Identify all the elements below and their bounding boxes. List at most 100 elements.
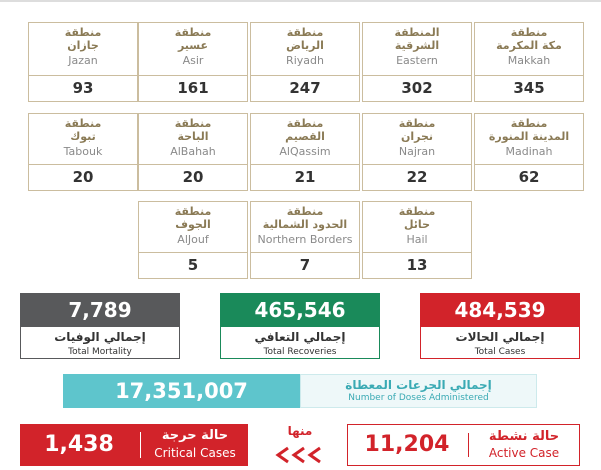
region-value: 161 (139, 75, 247, 101)
critical-box: 1,438 حالة حرجة Critical Cases (20, 424, 248, 466)
region-value: 7 (251, 252, 359, 278)
region-card: منطقة حائل Hail 13 (362, 201, 472, 279)
region-prefix: منطقة (286, 117, 324, 130)
region-value: 302 (363, 75, 471, 101)
region-name-en: Makkah (507, 54, 551, 67)
region-value: 20 (29, 164, 137, 190)
region-prefix: منطقة (174, 26, 212, 39)
region-name: نجران (400, 130, 434, 143)
region-name: الجوف (175, 218, 211, 231)
region-name: جازان (67, 39, 99, 52)
region-name: المدينة المنورة (488, 130, 570, 143)
region-prefix: منطقة (64, 26, 102, 39)
total-en: Total Recoveries (263, 347, 337, 357)
divider (140, 432, 141, 458)
region-name-ar: منطقة الباحة (139, 117, 247, 143)
region-name-en: AlQassim (279, 145, 331, 158)
total-en: Total Mortality (68, 347, 132, 357)
region-name-ar: منطقة القصيم (251, 117, 359, 143)
region-value: 22 (363, 164, 471, 190)
region-name-en: Eastern (396, 54, 438, 67)
region-value: 62 (475, 164, 583, 190)
region-value: 93 (29, 75, 137, 101)
top-rule (0, 0, 601, 2)
region-card: منطقة تبوك Tabouk 20 (28, 113, 138, 191)
region-name: الباحة (177, 130, 209, 143)
total-box: 7,789 إجمالي الوفيات Total Mortality (20, 293, 180, 359)
doses-label-box: إجمالي الجرعات المعطاة Number of Doses A… (300, 374, 537, 408)
active-en: Active Case (488, 446, 560, 460)
region-card: منطقة عسير Asir 161 (138, 22, 248, 102)
total-en: Total Cases (474, 347, 526, 357)
total-ar: إجمالي الوفيات (54, 330, 146, 344)
region-value: 13 (363, 252, 471, 278)
region-name-ar: منطقة نجران (363, 117, 471, 143)
region-value: 345 (475, 75, 583, 101)
doses-ar: إجمالي الجرعات المعطاة (345, 378, 492, 392)
region-card: منطقة نجران Najran 22 (362, 113, 472, 191)
arrows (275, 446, 321, 464)
region-name-en: Hail (406, 233, 428, 246)
region-card: منطقة جازان Jazan 93 (28, 22, 138, 102)
region-prefix: المنطقة (394, 26, 440, 39)
region-name-en: Riyadh (286, 54, 324, 67)
region-prefix: منطقة (510, 26, 548, 39)
region-prefix: منطقة (174, 205, 212, 218)
active-value: 11,204 (364, 432, 450, 457)
region-value: 21 (251, 164, 359, 190)
region-value: 20 (139, 164, 247, 190)
region-prefix: منطقة (398, 117, 436, 130)
divider (468, 433, 469, 457)
total-box: 465,546 إجمالي التعافي Total Recoveries (220, 293, 380, 359)
region-name-ar: المنطقة الشرقية (363, 26, 471, 52)
region-name-en: Najran (398, 145, 436, 158)
region-name: تبوك (70, 130, 96, 143)
total-value: 7,789 (21, 294, 179, 327)
region-name: عسير (177, 39, 209, 52)
region-name-en: Asir (182, 54, 204, 67)
region-prefix: منطقة (64, 117, 102, 130)
region-card: منطقة الباحة AlBahah 20 (138, 113, 248, 191)
region-value: 5 (139, 252, 247, 278)
active-ar: حالة نشطة (488, 429, 560, 444)
critical-ar: حالة حرجة (161, 428, 229, 443)
region-name-ar: منطقة الرياض (251, 26, 359, 52)
region-name-ar: منطقة حائل (363, 205, 471, 231)
region-prefix: منطقة (286, 205, 324, 218)
region-name: الشرقية (394, 39, 440, 52)
region-name: مكة المكرمة (496, 39, 562, 52)
total-ar: إجمالي الحالات (455, 330, 545, 344)
region-prefix: منطقة (286, 26, 324, 39)
region-prefix: منطقة (174, 117, 212, 130)
region-name-ar: منطقة عسير (139, 26, 247, 52)
region-name-ar: منطقة مكة المكرمة (475, 26, 583, 52)
region-prefix: منطقة (398, 205, 436, 218)
region-name: الرياض (286, 39, 324, 52)
critical-en: Critical Cases (154, 446, 236, 460)
region-name: حائل (403, 218, 430, 231)
region-value: 247 (251, 75, 359, 101)
total-box: 484,539 إجمالي الحالات Total Cases (420, 293, 580, 359)
region-name-en: Madinah (505, 145, 553, 158)
region-card: منطقة مكة المكرمة Makkah 345 (474, 22, 584, 102)
region-prefix: منطقة (510, 117, 548, 130)
total-value: 465,546 (221, 294, 379, 327)
doses-value: 17,351,007 (63, 374, 300, 408)
region-name-en: Jazan (68, 54, 98, 67)
region-name-ar: منطقة الحدود الشمالية (251, 205, 359, 231)
region-name-en: Northern Borders (257, 233, 353, 246)
region-name-en: AlBahah (170, 145, 216, 158)
region-name: القصيم (285, 130, 325, 143)
region-card: منطقة المدينة المنورة Madinah 62 (474, 113, 584, 191)
of-which: منها (287, 424, 313, 438)
region-card: منطقة الجوف AlJouf 5 (138, 201, 248, 279)
total-ar: إجمالي التعافي (254, 330, 346, 344)
region-name-ar: منطقة تبوك (29, 117, 137, 143)
active-box: 11,204 حالة نشطة Active Case (347, 424, 580, 466)
region-name: الحدود الشمالية (262, 218, 348, 231)
region-name-ar: منطقة الجوف (139, 205, 247, 231)
doses-en: Number of Doses Administered (348, 393, 489, 403)
region-name-ar: منطقة المدينة المنورة (475, 117, 583, 143)
region-card: المنطقة الشرقية Eastern 302 (362, 22, 472, 102)
